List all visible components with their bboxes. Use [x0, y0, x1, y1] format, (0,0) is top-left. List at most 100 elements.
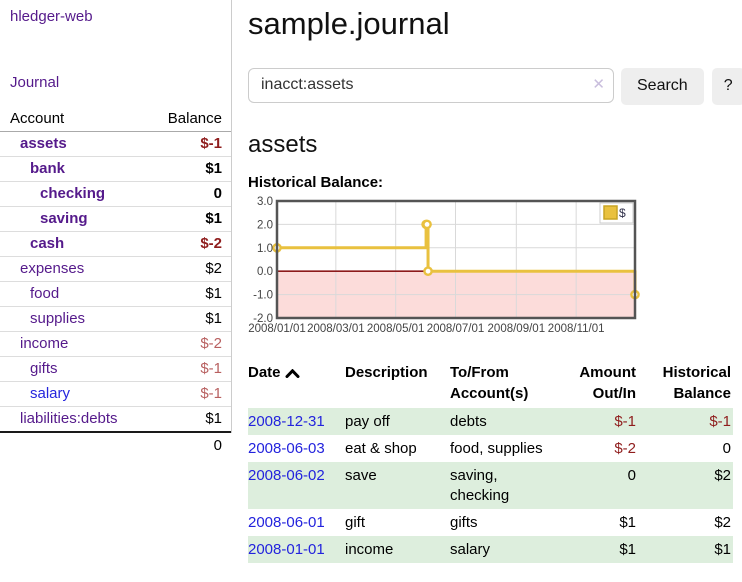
- register-accounts-cell: food, supplies: [450, 439, 543, 457]
- clear-search-icon[interactable]: ✕: [592, 75, 605, 93]
- x-tick-label: 2008/05/01: [367, 323, 425, 335]
- register-balance-cell: $2: [714, 513, 731, 531]
- search-form: ✕ Search ?: [248, 67, 742, 105]
- transaction-date-link[interactable]: 2008-06-03: [248, 439, 325, 457]
- sidebar-account-row: assets $-1: [0, 132, 232, 157]
- sort-ascending-icon: [285, 368, 300, 378]
- account-column-header: Account: [10, 110, 65, 127]
- sidebar-account-link[interactable]: bank: [30, 160, 66, 177]
- sidebar-account-balance: $1: [205, 310, 222, 327]
- brand-link[interactable]: hledger-web: [10, 8, 93, 25]
- sidebar-account-link[interactable]: supplies: [30, 310, 86, 327]
- y-tick-label: -1.0: [253, 289, 273, 301]
- register-balance-cell: $1: [638, 535, 733, 563]
- transaction-date-link[interactable]: 2008-01-01: [248, 540, 325, 558]
- main-content: sample.journal ✕ Search ? assets Histori…: [232, 0, 742, 573]
- register-row: 2008-06-01 gift gifts $1 $2: [248, 509, 733, 536]
- register-accounts-cell: saving, checking: [450, 461, 558, 509]
- sidebar-account-row: salary $-1: [0, 382, 232, 407]
- sidebar-item-journal[interactable]: Journal: [10, 74, 60, 91]
- register-balance-cell: $-1: [638, 407, 733, 435]
- register-description-cell: eat & shop: [345, 439, 417, 457]
- sidebar-account-link[interactable]: gifts: [30, 360, 58, 377]
- x-tick-label: 2008/01/01: [248, 323, 306, 335]
- sidebar-account-balance: $1: [205, 160, 222, 177]
- register-date-cell: 2008-01-01: [248, 535, 345, 563]
- sidebar-account-balance: $2: [205, 260, 222, 277]
- sidebar-account-link[interactable]: cash: [30, 235, 65, 252]
- register-date-cell: 2008-06-01: [248, 509, 345, 536]
- register-amount-cell: $1: [558, 535, 638, 563]
- y-tick-label: -2.0: [253, 313, 273, 325]
- transaction-date-link[interactable]: 2008-12-31: [248, 412, 325, 430]
- sidebar-account-link[interactable]: salary: [30, 385, 71, 402]
- search-button[interactable]: Search: [621, 67, 704, 105]
- sidebar-account-link[interactable]: income: [20, 335, 69, 352]
- sidebar-account-row: checking 0: [0, 182, 232, 207]
- x-tick-label: 2008/03/01: [307, 323, 365, 335]
- date-column-header[interactable]: Date: [248, 360, 345, 408]
- register-description-cell: save: [345, 461, 450, 509]
- register-rows: 2008-12-31 pay off debts $-1 $-1 2008-06-03 ea…: [248, 407, 733, 563]
- chart-marker: [422, 219, 432, 229]
- register-row: 2008-12-31 pay off debts $-1 $-1: [248, 407, 733, 435]
- register-description-cell: gift: [345, 513, 366, 531]
- chart-marker: [423, 266, 433, 276]
- register-balance-cell: 0: [722, 439, 731, 457]
- register-amount-cell: $-1: [558, 407, 638, 435]
- x-tick-label: 2008/09/01: [488, 323, 546, 335]
- sidebar-account-link[interactable]: expenses: [20, 260, 85, 277]
- search-input[interactable]: [248, 67, 614, 103]
- transaction-date-link[interactable]: 2008-06-01: [248, 513, 325, 531]
- sidebar-table-header: Account Balance: [0, 108, 232, 132]
- legend-label: $: [619, 206, 626, 220]
- sidebar-account-balance: 0: [213, 185, 222, 202]
- sidebar-account-link[interactable]: food: [30, 285, 60, 302]
- register-amount-cell: $1: [619, 513, 636, 531]
- register-row: 2008-06-03 eat & shop food, supplies $-2 0: [248, 435, 733, 462]
- sidebar-account-balance: $-2: [200, 235, 222, 252]
- page-title: sample.journal: [248, 6, 450, 41]
- sidebar-account-link[interactable]: assets: [20, 135, 67, 152]
- sidebar-account-balance: $-1: [200, 360, 222, 377]
- sidebar-account-row: food $1: [0, 282, 232, 307]
- search-input-wrap: ✕: [248, 67, 614, 105]
- description-column-header: Description: [345, 363, 428, 381]
- transaction-date-link[interactable]: 2008-06-02: [248, 466, 325, 484]
- x-tick-label: 2008/11/01: [548, 323, 605, 335]
- register-accounts-cell: salary: [450, 535, 558, 563]
- sidebar-account-row: income $-2: [0, 332, 232, 357]
- account-heading: assets: [248, 130, 318, 158]
- sidebar-account-link[interactable]: checking: [40, 185, 106, 202]
- sidebar-account-rows: assets $-1 bank $1 checking 0 saving $1 cash $-2 e…: [0, 132, 232, 431]
- register-amount-cell: $-2: [614, 439, 636, 457]
- sidebar-account-link[interactable]: liabilities:debts: [20, 410, 118, 427]
- help-button[interactable]: ?: [711, 67, 742, 105]
- sidebar-account-row: cash $-2: [0, 232, 232, 257]
- sidebar-account-balance: $1: [205, 210, 222, 227]
- register-date-cell: 2008-12-31: [248, 407, 345, 435]
- x-tick-label: 2008/07/01: [427, 323, 485, 335]
- register-date-cell: 2008-06-02: [248, 461, 345, 509]
- sidebar-account-balance: $-1: [200, 385, 222, 402]
- sidebar-account-row: supplies $1: [0, 307, 232, 332]
- register-header-row: Date Description To/From Account(s) Amou…: [248, 360, 733, 408]
- sidebar-account-balance: $-1: [200, 135, 222, 152]
- sidebar-account-balance: $1: [205, 285, 222, 302]
- y-tick-label: 2.0: [257, 219, 273, 231]
- register-date-cell: 2008-06-03: [248, 435, 345, 462]
- register-description-cell: income: [345, 535, 450, 563]
- register-row: 2008-06-02 save saving, checking 0 $2: [248, 461, 733, 509]
- y-tick-label: 1.0: [257, 243, 273, 255]
- sidebar-account-link[interactable]: saving: [40, 210, 88, 227]
- y-tick-label: 0.0: [257, 266, 273, 278]
- legend-swatch: [603, 205, 618, 220]
- sidebar-total: 0: [0, 431, 232, 459]
- register-accounts-cell: gifts: [450, 513, 478, 531]
- sidebar: hledger-web Journal Account Balance asse…: [0, 0, 232, 573]
- register-accounts-cell: debts: [450, 407, 558, 435]
- chart-label: Historical Balance:: [248, 173, 384, 191]
- amount-column-header: Amount Out/In: [579, 363, 636, 402]
